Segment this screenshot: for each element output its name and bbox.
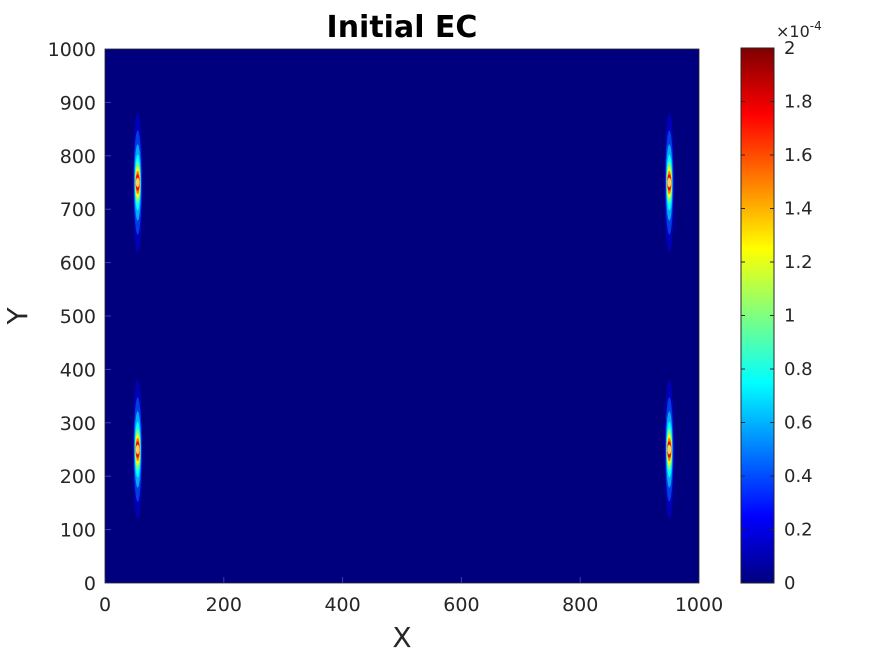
y-axis-label: Y: [1, 307, 34, 326]
colorbar-tick-label: 1.6: [784, 145, 813, 166]
colorbar: 0 0.2 0.4 0.6 0.8 1 1.2 1.4 1.6 1.8 2 ×10-4: [740, 19, 822, 594]
plot-frame: [104, 48, 700, 584]
colorbar-gradient: [740, 47, 775, 584]
x-axis-label: X: [392, 621, 411, 654]
y-tick-label: 500: [60, 306, 96, 328]
x-tick-label: 800: [562, 594, 598, 616]
x-tick-label: 200: [206, 594, 242, 616]
chart-title: Initial EC: [327, 10, 478, 45]
y-tick-label: 200: [60, 466, 96, 488]
hotspot-2: [132, 380, 143, 519]
colorbar-tick-label: 0.2: [784, 520, 813, 541]
colorbar-tick-label: 1: [784, 306, 795, 327]
y-tick-label: 300: [60, 413, 96, 435]
hotspot-4: [664, 380, 675, 519]
colorbar-tick-label: 0.4: [784, 466, 813, 487]
colorbar-tick-label: 2: [784, 38, 795, 59]
x-axis: 0 200 400 600 800 1000: [99, 577, 723, 616]
heatmap-background: [105, 49, 699, 583]
hotspot-layer: [132, 113, 675, 519]
colorbar-exponent: ×10-4: [776, 19, 822, 41]
hotspot-contour: [667, 444, 672, 455]
hotspot-contour: [135, 444, 140, 455]
y-tick-label: 900: [60, 92, 96, 114]
plot-area: [105, 49, 699, 583]
colorbar-tick-label: 0: [784, 573, 795, 594]
x-tick-label: 400: [324, 594, 360, 616]
colorbar-tick-label: 1.8: [784, 92, 813, 113]
y-tick-label: 700: [60, 199, 96, 221]
x-tick-label: 1000: [675, 594, 723, 616]
hotspot-contour: [667, 177, 672, 188]
colorbar-tick-label: 0.8: [784, 359, 813, 380]
y-tick-label: 1000: [48, 39, 96, 61]
colorbar-tick-label: 0.6: [784, 413, 813, 434]
hotspot-3: [664, 113, 675, 252]
colorbar-tick-label: 1.2: [784, 252, 813, 273]
y-tick-label: 600: [60, 253, 96, 275]
colorbar-tick-label: 1.4: [784, 199, 813, 220]
x-tick-label: 600: [443, 594, 479, 616]
y-tick-label: 100: [60, 520, 96, 542]
y-tick-label: 800: [60, 146, 96, 168]
hotspot-contour: [135, 177, 140, 188]
hotspot-1: [132, 113, 143, 252]
y-axis: 0 100 200 300 400 500 600 700 800 900 1000: [48, 39, 111, 595]
x-tick-label: 0: [99, 594, 111, 616]
y-tick-label: 400: [60, 359, 96, 381]
colorbar-ticks: 0 0.2 0.4 0.6 0.8 1 1.2 1.4 1.6 1.8 2: [741, 38, 813, 594]
y-tick-label: 0: [84, 573, 96, 595]
